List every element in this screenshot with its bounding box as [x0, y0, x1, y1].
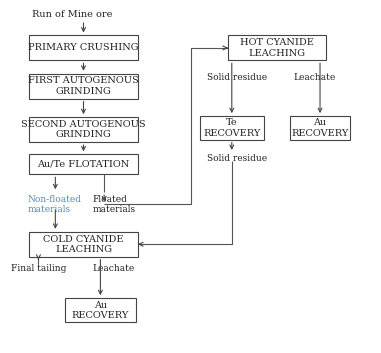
- Text: FIRST AUTOGENOUS
GRINDING: FIRST AUTOGENOUS GRINDING: [28, 77, 139, 96]
- Text: Solid residue: Solid residue: [207, 154, 267, 163]
- Text: Floated
materials: Floated materials: [93, 195, 136, 214]
- FancyBboxPatch shape: [228, 35, 326, 60]
- FancyBboxPatch shape: [29, 35, 138, 60]
- FancyBboxPatch shape: [29, 232, 138, 257]
- Text: HOT CYANIDE
LEACHING: HOT CYANIDE LEACHING: [240, 38, 314, 58]
- FancyBboxPatch shape: [29, 74, 138, 99]
- FancyBboxPatch shape: [200, 116, 264, 140]
- FancyBboxPatch shape: [29, 154, 138, 174]
- Text: SECOND AUTOGENOUS
GRINDING: SECOND AUTOGENOUS GRINDING: [21, 120, 146, 139]
- Text: Solid residue: Solid residue: [207, 73, 267, 82]
- Text: Leachate: Leachate: [93, 264, 135, 273]
- Text: COLD CYANIDE
LEACHING: COLD CYANIDE LEACHING: [43, 234, 124, 254]
- Text: Non-floated
materials: Non-floated materials: [27, 195, 81, 214]
- FancyBboxPatch shape: [29, 117, 138, 142]
- Text: Au
RECOVERY: Au RECOVERY: [72, 300, 129, 320]
- Text: PRIMARY CRUSHING: PRIMARY CRUSHING: [28, 43, 139, 53]
- Text: Au/Te FLOTATION: Au/Te FLOTATION: [37, 160, 130, 169]
- Text: Final tailing: Final tailing: [11, 264, 66, 273]
- FancyBboxPatch shape: [290, 116, 350, 140]
- Text: Au
RECOVERY: Au RECOVERY: [291, 118, 349, 138]
- Text: Run of Mine ore: Run of Mine ore: [32, 11, 112, 19]
- FancyBboxPatch shape: [65, 298, 136, 322]
- Text: Leachate: Leachate: [294, 73, 336, 82]
- Text: Te
RECOVERY: Te RECOVERY: [203, 118, 261, 138]
